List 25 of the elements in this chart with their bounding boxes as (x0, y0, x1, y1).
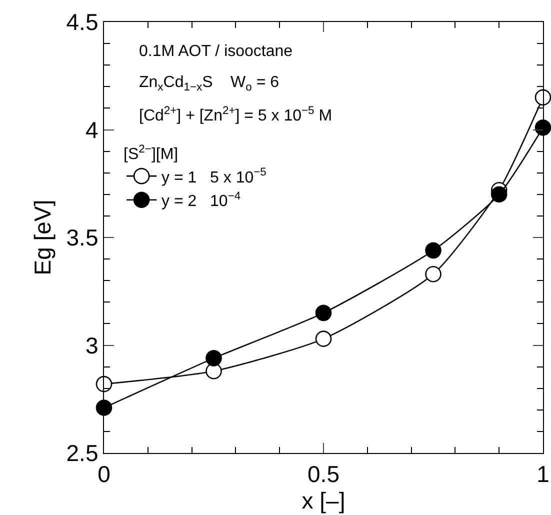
y-tick-label: 3 (85, 332, 98, 358)
point (206, 362, 222, 380)
point (490, 186, 508, 203)
x-tick-label: 0.5 (308, 460, 340, 487)
point (425, 242, 442, 259)
y-tick-label: 4.5 (66, 9, 98, 36)
annotation: 0.1M AOT / isooctane (139, 43, 293, 60)
x-tick-label: 1 (536, 460, 550, 487)
legend-title: [S$^{2−}$][M] (124, 143, 178, 164)
y-tick-label: 2.5 (66, 440, 98, 466)
y-tick-label: 3.5 (66, 224, 98, 251)
point (425, 266, 442, 282)
point (315, 304, 332, 322)
annotation: [Cd$^{2+}$] + [Zn$^{2+}$] = 5 x 10$^{−5}$ M (139, 105, 332, 125)
x-tick-label: 0 (98, 460, 110, 487)
legend-label: y = 2 10$^{−4}$ (162, 190, 241, 210)
point (534, 89, 551, 106)
annotation: Zn$_{x}$Cd$_{1−x}$S W$_{o}$ = 6 (139, 74, 280, 94)
y-axis-title: Eg [eV] (30, 200, 56, 276)
y-tick-label: 4 (85, 116, 98, 143)
legend-label: y = 1 5 x 10$^{−5}$ (162, 166, 266, 186)
point (206, 350, 222, 366)
point (96, 400, 112, 416)
point (315, 330, 332, 347)
x-axis-title: x [–] (302, 487, 346, 514)
